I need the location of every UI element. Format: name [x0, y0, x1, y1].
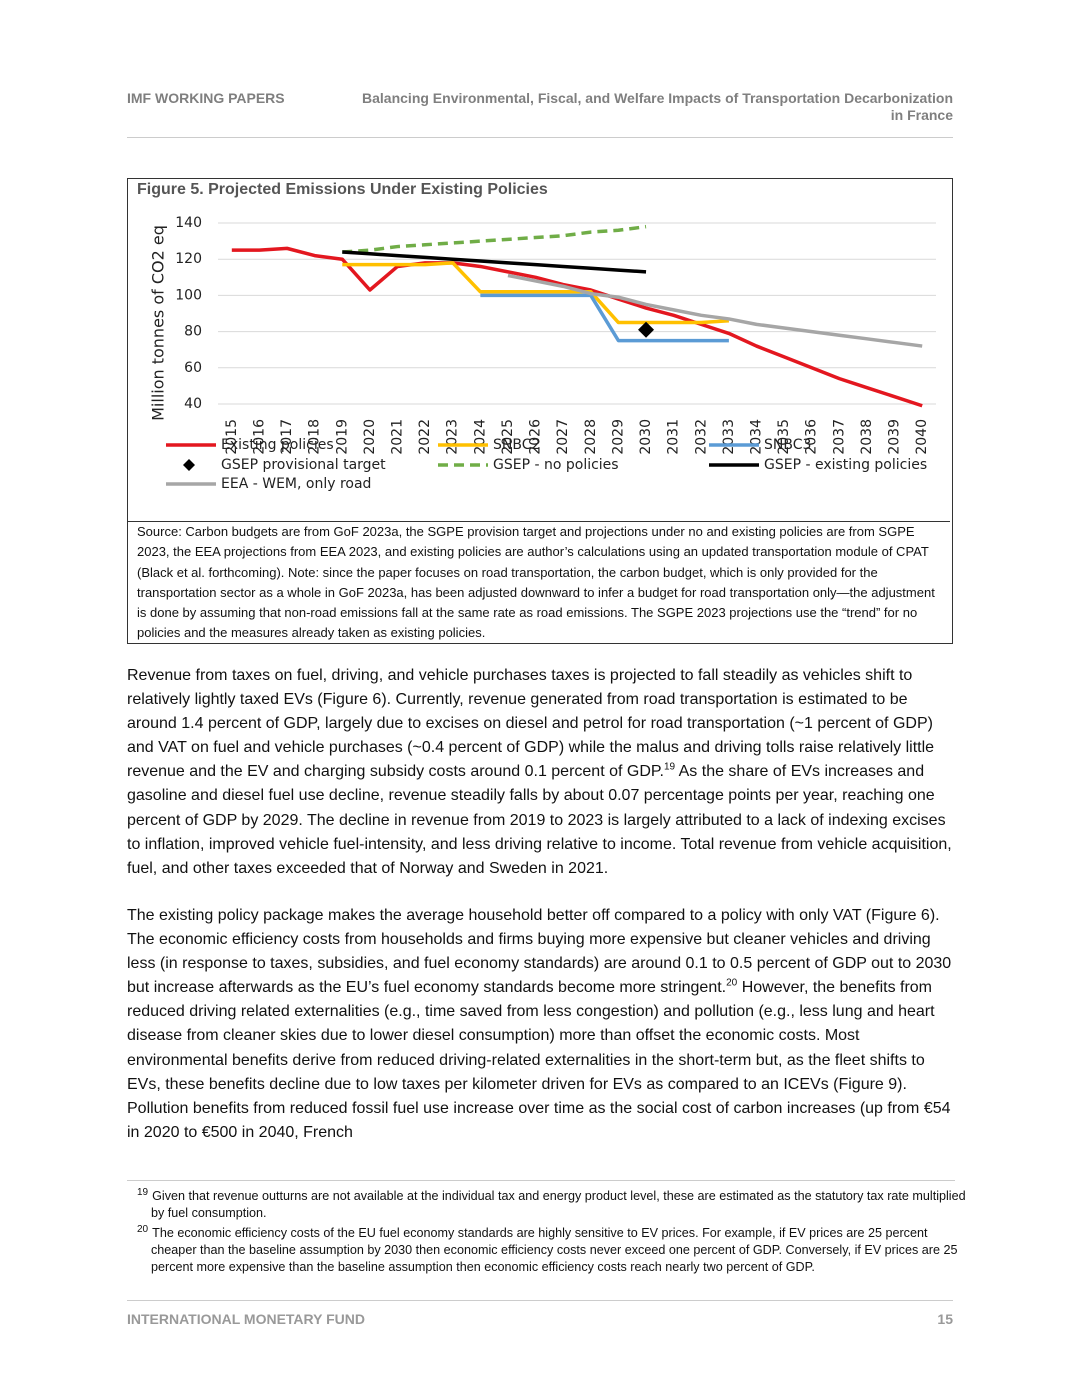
source-note: Source: Carbon budgets are from GoF 2023…: [128, 521, 950, 644]
x-tick-label: 2036: [804, 419, 820, 455]
legend-marker: [183, 459, 195, 471]
text-run: Revenue from taxes on fuel, driving, and…: [127, 667, 935, 781]
footnote-ref: 19: [663, 762, 676, 774]
series-line: [342, 224, 647, 254]
x-tick-label: 2025: [500, 419, 516, 455]
figure-title: Figure 5. Projected Emissions Under Exis…: [137, 181, 548, 198]
x-tick-label: 2027: [555, 419, 571, 455]
y-tick-label: 80: [184, 324, 202, 340]
x-tick-label: 2018: [307, 419, 323, 455]
paragraph: The existing policy package makes the av…: [127, 904, 957, 1145]
x-tick-label: 2022: [417, 419, 433, 455]
x-tick-label: 2028: [583, 419, 599, 455]
paragraph: Revenue from taxes on fuel, driving, and…: [127, 664, 957, 881]
y-tick-label: 40: [184, 396, 202, 412]
x-tick-label: 2030: [638, 419, 654, 455]
marker: [638, 321, 655, 338]
header-title-line: Balancing Environmental, Fiscal, and Wel…: [362, 90, 953, 106]
text-run: However, the benefits from reduced drivi…: [127, 979, 951, 1141]
footer-rule: [127, 1300, 953, 1301]
footnote-ref: 20: [726, 977, 738, 989]
series-line: [342, 250, 647, 274]
text-run: As the share of EVs increases and gasoli…: [127, 763, 952, 877]
y-tick-label: 100: [175, 287, 202, 303]
footnote: 20 The economic efficiency costs of the E…: [127, 1223, 966, 1276]
y-tick-label: 60: [184, 360, 202, 376]
y-tick-label: 140: [175, 215, 202, 231]
y-axis-title: Million tonnes of CO2 eq: [149, 225, 168, 421]
x-tick-label: 2032: [693, 419, 709, 455]
legend-label: SNBC2: [493, 437, 540, 453]
figure: Figure 5. Projected Emissions Under Exis…: [127, 178, 953, 644]
x-tick-label: 2033: [721, 419, 737, 455]
series-line: [507, 273, 923, 348]
legend-label: GSEP - existing policies: [764, 457, 927, 473]
footnote-number: 20: [137, 1223, 149, 1235]
legend-label: SNBC3: [764, 437, 811, 453]
series-line: [342, 261, 729, 325]
x-tick-label: 2034: [749, 419, 765, 455]
x-tick-label: 2017: [279, 419, 295, 455]
page-number: 15: [937, 1311, 953, 1327]
series-line: [231, 246, 923, 408]
x-tick-label: 2023: [445, 419, 461, 455]
text-run: The existing policy package makes the av…: [127, 907, 952, 997]
x-tick-label: 2029: [610, 419, 626, 455]
x-tick-label: 2026: [528, 419, 544, 455]
chart: Million tonnes of CO2 eq 40 60 80 100 120 140…: [149, 215, 936, 492]
header-left: IMF WORKING PAPERS: [127, 90, 285, 106]
x-tick-label: 2024: [472, 419, 488, 455]
x-tick-label: 2039: [887, 419, 903, 455]
footnote-number: 19: [137, 1186, 149, 1198]
footer-left: INTERNATIONAL MONETARY FUND: [127, 1311, 365, 1327]
x-tick-label: 2019: [334, 419, 350, 455]
legend-label: EEA - WEM, only road: [221, 476, 371, 492]
x-tick-label: 2035: [776, 419, 792, 455]
footnote-text: The economic efficiency costs of the EU …: [151, 1226, 958, 1274]
footnote-rule: [127, 1180, 955, 1181]
header-rule: [127, 137, 953, 138]
x-tick-label: 2015: [224, 419, 240, 455]
x-tick-label: 2040: [914, 419, 930, 455]
x-tick-label: 2037: [831, 419, 847, 455]
series-line: [480, 293, 729, 343]
legend-label: GSEP - no policies: [493, 457, 619, 473]
legend-label: GSEP provisional target: [221, 457, 386, 473]
x-tick-label: 2021: [390, 419, 406, 455]
footnote: 19 Given that revenue outturns are not av…: [127, 1186, 966, 1222]
x-tick-label: 2031: [666, 419, 682, 455]
footnote-text: Given that revenue outturns are not avai…: [151, 1189, 966, 1220]
y-tick-label: 120: [175, 251, 202, 267]
x-tick-label: 2016: [251, 419, 267, 455]
x-tick-label: 2020: [362, 419, 378, 455]
x-tick-label: 2038: [859, 419, 875, 455]
header-title-line: in France: [890, 107, 953, 123]
header-title: Balancing Environmental, Fiscal, and Wel…: [362, 90, 953, 124]
legend-label: Existing policies: [221, 437, 334, 453]
